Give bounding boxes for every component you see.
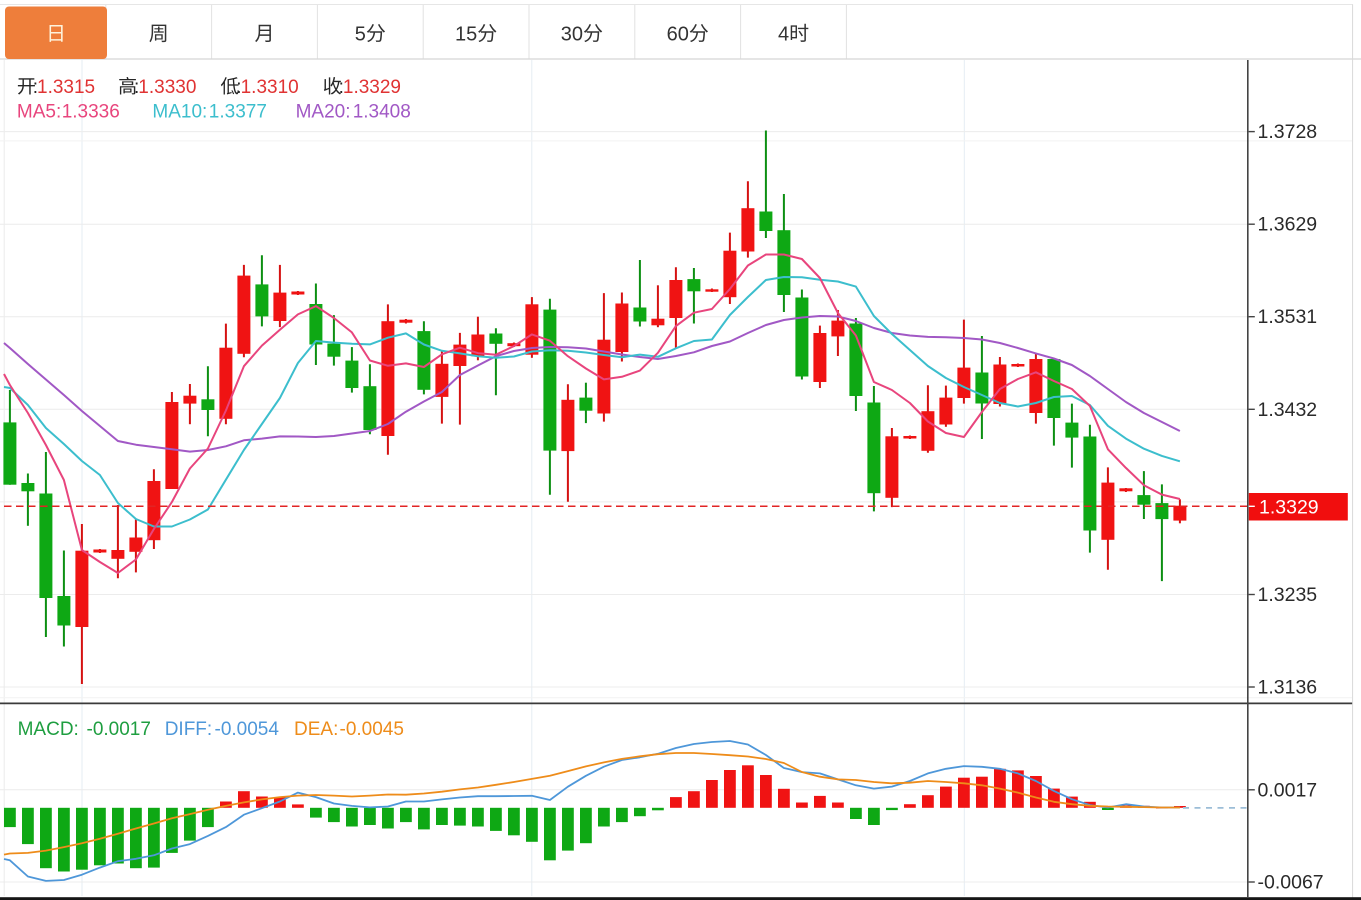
svg-text:DIFF:: DIFF:	[165, 719, 213, 740]
svg-text:4: 4	[778, 24, 789, 46]
svg-text:-0.0045: -0.0045	[340, 719, 404, 740]
svg-text::: :	[236, 77, 241, 98]
svg-text::: :	[339, 77, 344, 98]
svg-text:1.3136: 1.3136	[1258, 677, 1318, 699]
svg-text:1.3315: 1.3315	[37, 77, 95, 98]
svg-text::: :	[33, 77, 38, 98]
svg-text:MA10:: MA10:	[152, 102, 207, 123]
svg-text:DEA:: DEA:	[294, 719, 338, 740]
svg-text:-0.0067: -0.0067	[1258, 872, 1324, 894]
svg-text:0: 0	[678, 24, 689, 46]
svg-text:MA20:: MA20:	[296, 102, 351, 123]
svg-text:5: 5	[466, 24, 477, 46]
svg-text:1.3329: 1.3329	[1259, 497, 1319, 519]
svg-text:1.3408: 1.3408	[353, 102, 411, 123]
svg-text:MA5:: MA5:	[17, 102, 61, 123]
svg-text:-0.0054: -0.0054	[215, 719, 280, 740]
svg-text:1.3310: 1.3310	[241, 77, 299, 98]
svg-text:0.0017: 0.0017	[1258, 779, 1318, 801]
svg-text:1.3432: 1.3432	[1258, 399, 1318, 421]
svg-text:MACD:: MACD:	[18, 719, 79, 740]
svg-text:-0.0017: -0.0017	[87, 719, 151, 740]
svg-text:1.3629: 1.3629	[1258, 214, 1318, 236]
svg-text:1.3728: 1.3728	[1258, 121, 1318, 143]
svg-text:1.3330: 1.3330	[138, 77, 196, 98]
svg-text:6: 6	[667, 24, 678, 46]
svg-text:5: 5	[355, 24, 366, 46]
svg-text:1: 1	[455, 24, 466, 46]
svg-text:1.3377: 1.3377	[209, 102, 267, 123]
svg-text:1.3329: 1.3329	[343, 77, 401, 98]
svg-text:1.3336: 1.3336	[62, 102, 120, 123]
svg-text:1.3235: 1.3235	[1258, 584, 1318, 606]
svg-text:0: 0	[572, 24, 583, 46]
svg-text::: :	[134, 77, 139, 98]
svg-text:1.3531: 1.3531	[1258, 306, 1318, 328]
svg-text:3: 3	[561, 24, 572, 46]
